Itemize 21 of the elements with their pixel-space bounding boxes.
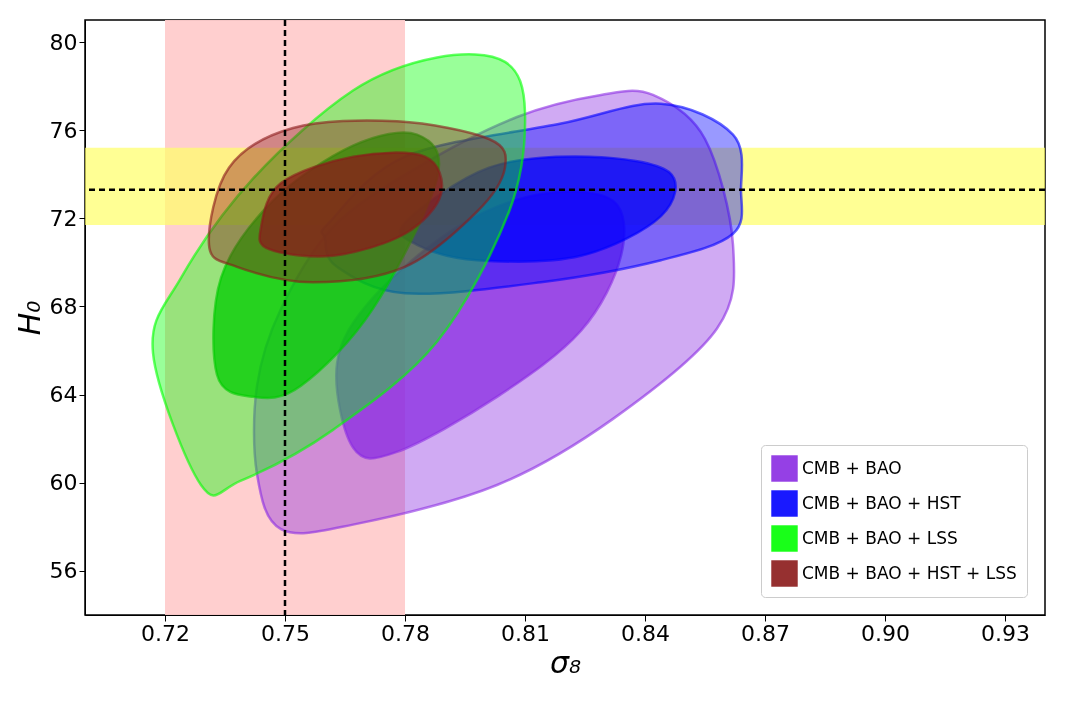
x-tick-label: 0.87	[741, 620, 790, 646]
y-tick-label: 72	[49, 205, 78, 231]
x-tick-label: 0.72	[141, 620, 190, 646]
y-tick-label: 56	[49, 558, 78, 584]
y-tick-label: 76	[49, 117, 78, 143]
x-tick-label: 0.84	[621, 620, 670, 646]
legend-label: CMB + BAO + LSS	[802, 527, 958, 548]
x-axis-title: σ₈	[549, 644, 582, 680]
legend-label: CMB + BAO + HST	[802, 492, 962, 513]
y-tick-label: 68	[49, 293, 78, 319]
y-tick-label: 80	[49, 29, 78, 55]
x-tick-label: 0.93	[981, 620, 1030, 646]
x-tick-label: 0.78	[381, 620, 430, 646]
legend-label: CMB + BAO	[802, 457, 902, 478]
x-tick-label: 0.90	[861, 620, 910, 646]
x-tick-label: 0.81	[501, 620, 550, 646]
x-tick-label: 0.75	[261, 620, 310, 646]
y-axis-title: H₀	[11, 300, 47, 336]
y-tick-label: 64	[49, 382, 78, 408]
y-tick-label: 60	[49, 470, 78, 496]
legend-label: CMB + BAO + HST + LSS	[802, 562, 1017, 583]
